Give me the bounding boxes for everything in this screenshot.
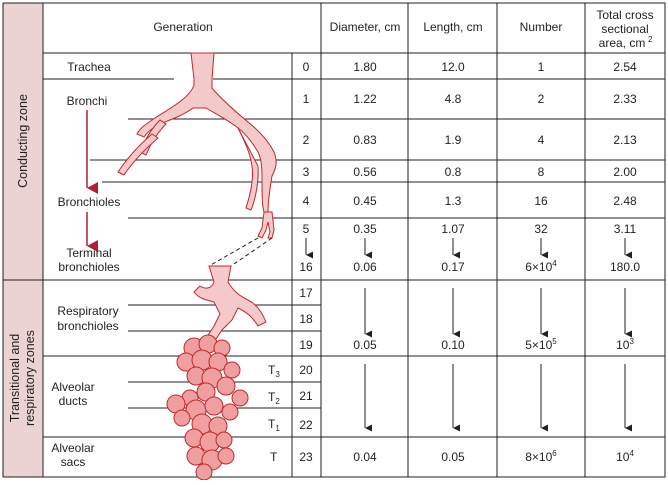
gen-18: 18 <box>299 312 313 326</box>
header-diameter: Diameter, cm <box>330 20 401 34</box>
area-gen-5: 3.11 <box>614 222 637 236</box>
respiratory-airway-illustration <box>193 265 267 343</box>
label-alveolar-sacs-2: sacs <box>61 455 86 469</box>
area-gen-3: 2.00 <box>613 165 637 179</box>
gen-5: 5 <box>303 222 310 236</box>
gen-3: 3 <box>303 165 310 179</box>
diameter-gen-2: 0.83 <box>353 133 377 147</box>
diameter-gen-23: 0.04 <box>353 450 377 464</box>
label-alveolar-ducts-1: Alveolar <box>51 380 94 394</box>
number-gen-2: 4 <box>538 133 545 147</box>
length-gen-0: 12.0 <box>441 60 465 74</box>
header-area-line3: area, cm <box>599 36 646 50</box>
label-bronchioles: Bronchioles <box>58 195 121 209</box>
conducting-zone-panel <box>3 3 43 280</box>
length-gen-2: 1.9 <box>445 133 462 147</box>
transitional-zone-panel <box>3 280 43 477</box>
header-generation: Generation <box>153 20 212 34</box>
gen-16: 16 <box>299 260 313 274</box>
area-gen-19: 103 <box>616 337 634 352</box>
generation-numbers: 0 1 2 3 4 5 16 17 18 19 20 21 22 23 <box>299 60 313 464</box>
trend-arrows <box>305 238 632 432</box>
alveolar-cluster-illustration <box>166 334 249 481</box>
number-gen-19: 5×105 <box>525 337 557 352</box>
gen-1: 1 <box>303 92 310 106</box>
label-trachea: Trachea <box>67 60 111 74</box>
number-gen-1: 2 <box>538 92 545 106</box>
t3-label: T3 <box>268 363 280 379</box>
label-terminal-2: bronchioles <box>58 260 119 274</box>
number-gen-23: 8×106 <box>525 449 557 464</box>
length-gen-5: 1.07 <box>441 222 465 236</box>
transitional-zone-label-1: Transitional and <box>8 334 22 423</box>
label-respiratory-1: Respiratory <box>57 304 118 318</box>
length-gen-23: 0.05 <box>441 450 465 464</box>
number-gen-16: 6×104 <box>525 259 557 274</box>
diameter-gen-0: 1.80 <box>353 60 377 74</box>
label-alveolar-ducts-2: ducts <box>59 394 88 408</box>
area-gen-16: 180.0 <box>610 260 640 274</box>
diameter-gen-3: 0.56 <box>353 165 377 179</box>
label-respiratory-2: bronchioles <box>57 319 118 333</box>
length-gen-1: 4.8 <box>445 92 462 106</box>
bronchial-tree-illustration <box>117 52 277 239</box>
table-frame <box>2 2 666 478</box>
diameter-gen-1: 1.22 <box>353 92 377 106</box>
gen-23: 23 <box>299 450 313 464</box>
length-gen-16: 0.17 <box>441 260 465 274</box>
gen-20: 20 <box>299 363 313 377</box>
dashed-connector <box>208 237 259 267</box>
number-gen-0: 1 <box>538 60 545 74</box>
gen-21: 21 <box>299 389 313 403</box>
header-area-line1: Total cross <box>596 8 653 22</box>
header-length: Length, cm <box>423 20 482 34</box>
t1-label: T1 <box>268 417 280 433</box>
number-gen-5: 32 <box>534 222 548 236</box>
length-gen-19: 0.10 <box>441 338 465 352</box>
diameter-gen-19: 0.05 <box>353 338 377 352</box>
header-area-sup: 2 <box>648 35 653 44</box>
area-gen-23: 104 <box>616 449 634 464</box>
diameter-gen-5: 0.35 <box>353 222 377 236</box>
area-gen-1: 2.33 <box>613 92 637 106</box>
gen-17: 17 <box>299 286 313 300</box>
diameter-gen-16: 0.06 <box>353 260 377 274</box>
gen-2: 2 <box>303 133 310 147</box>
label-terminal-1: Terminal <box>66 246 111 260</box>
row-lines <box>3 78 665 438</box>
header-number: Number <box>520 20 563 34</box>
area-gen-4: 2.48 <box>613 194 637 208</box>
gen-0: 0 <box>303 60 310 74</box>
area-gen-2: 2.13 <box>613 133 637 147</box>
gen-22: 22 <box>299 418 313 432</box>
conducting-zone-label: Conducting zone <box>16 94 30 188</box>
label-bronchi: Bronchi <box>67 94 108 108</box>
t2-label: T2 <box>268 390 280 406</box>
length-gen-4: 1.3 <box>445 194 462 208</box>
area-gen-0: 2.54 <box>613 60 637 74</box>
number-gen-4: 16 <box>534 194 548 208</box>
gen-4: 4 <box>303 194 310 208</box>
t-label: T <box>270 450 278 464</box>
table-values: 1.80 12.0 1 2.54 1.22 4.8 2 2.33 0.83 1.… <box>353 60 640 464</box>
number-gen-3: 8 <box>538 165 545 179</box>
diameter-gen-4: 0.45 <box>353 194 377 208</box>
transitional-zone-label-2: respiratory zones <box>23 330 37 426</box>
gen-19: 19 <box>299 338 313 352</box>
label-alveolar-sacs-1: Alveolar <box>51 441 94 455</box>
length-gen-3: 0.8 <box>445 165 462 179</box>
header-area-line2: sectional <box>601 22 648 36</box>
dashed-connector <box>230 237 273 267</box>
